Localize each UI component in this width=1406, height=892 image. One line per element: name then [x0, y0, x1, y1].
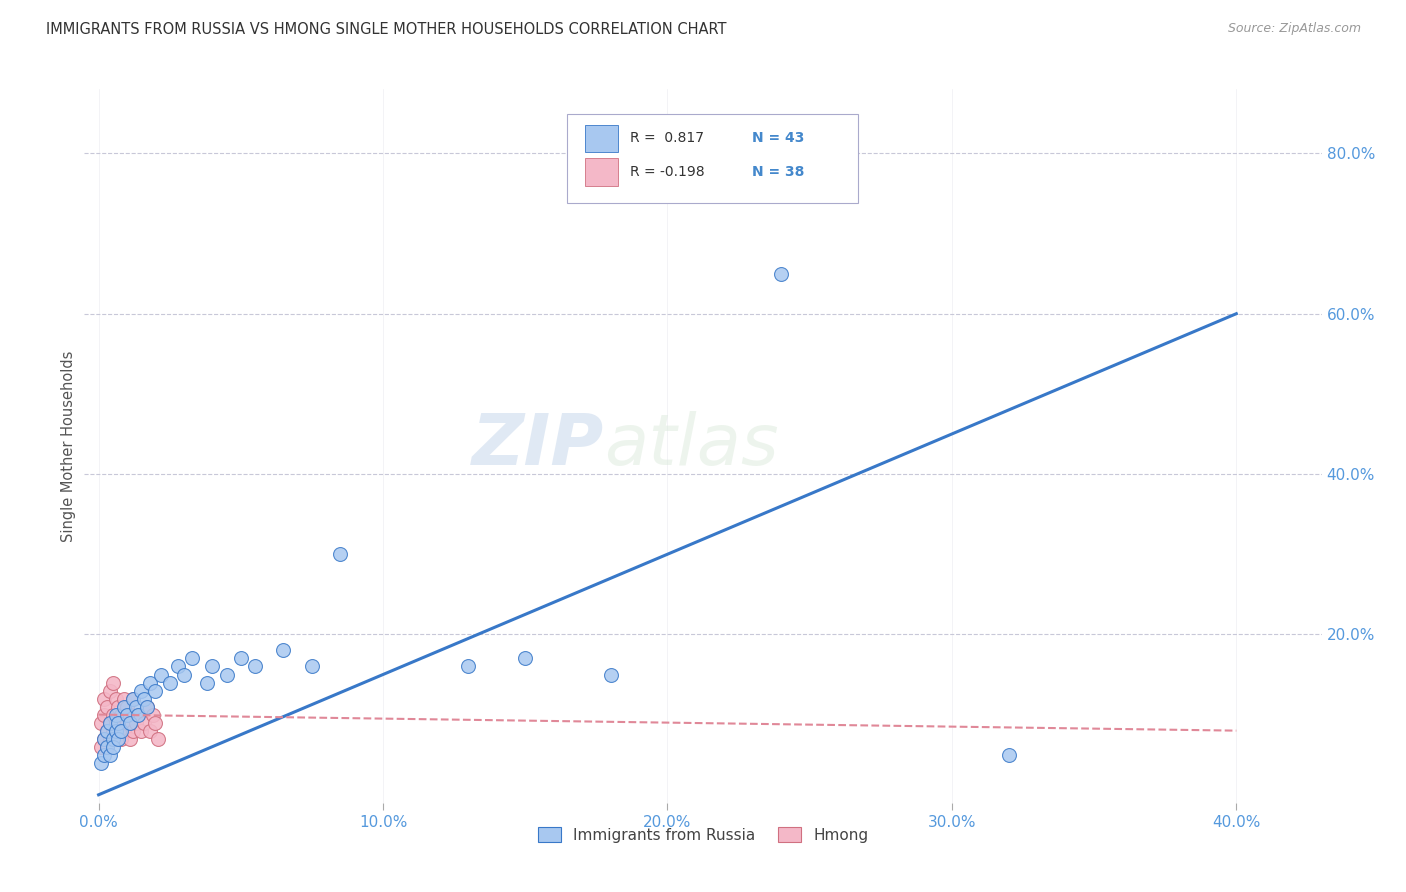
Point — [273, 643, 295, 657]
Point — [142, 707, 165, 722]
Point — [110, 707, 132, 722]
Point — [90, 756, 112, 770]
Point — [104, 707, 127, 722]
Point — [139, 675, 162, 690]
Point — [112, 699, 135, 714]
Point — [121, 723, 143, 738]
FancyBboxPatch shape — [567, 114, 858, 203]
Point — [96, 739, 118, 754]
Point — [181, 651, 204, 665]
Legend: Immigrants from Russia, Hmong: Immigrants from Russia, Hmong — [531, 821, 875, 848]
Text: IMMIGRANTS FROM RUSSIA VS HMONG SINGLE MOTHER HOUSEHOLDS CORRELATION CHART: IMMIGRANTS FROM RUSSIA VS HMONG SINGLE M… — [46, 22, 727, 37]
Text: atlas: atlas — [605, 411, 779, 481]
Point — [93, 691, 115, 706]
Point — [132, 691, 155, 706]
FancyBboxPatch shape — [585, 159, 617, 186]
Point — [101, 739, 124, 754]
Point — [132, 715, 155, 730]
Point — [110, 723, 132, 738]
Point — [195, 675, 218, 690]
Text: N = 43: N = 43 — [752, 131, 804, 145]
Point — [121, 691, 143, 706]
Point — [115, 715, 138, 730]
Point — [107, 715, 129, 730]
Point — [115, 699, 138, 714]
Point — [93, 707, 115, 722]
Point — [118, 715, 141, 730]
Point — [98, 715, 121, 730]
Point — [101, 723, 124, 738]
Y-axis label: Single Mother Households: Single Mother Households — [60, 351, 76, 541]
Point — [107, 723, 129, 738]
Point — [139, 723, 162, 738]
Point — [93, 747, 115, 762]
Point — [110, 731, 132, 746]
Point — [457, 659, 479, 673]
Point — [215, 667, 238, 681]
Point — [127, 707, 149, 722]
Point — [112, 691, 135, 706]
Point — [515, 651, 537, 665]
Point — [124, 715, 146, 730]
Point — [101, 675, 124, 690]
Point — [107, 731, 129, 746]
Point — [129, 683, 152, 698]
Point — [104, 723, 127, 738]
Point — [93, 731, 115, 746]
Point — [150, 667, 173, 681]
Point — [115, 707, 138, 722]
Point — [121, 691, 143, 706]
Point — [173, 667, 195, 681]
Point — [301, 659, 323, 673]
Text: R = -0.198: R = -0.198 — [630, 165, 704, 179]
Point — [96, 723, 118, 738]
Point — [98, 715, 121, 730]
Point — [229, 651, 252, 665]
Point — [104, 691, 127, 706]
Point — [107, 699, 129, 714]
Point — [243, 659, 266, 673]
Point — [770, 267, 793, 281]
Point — [145, 715, 167, 730]
Point — [201, 659, 224, 673]
Text: N = 38: N = 38 — [752, 165, 804, 179]
Point — [90, 739, 112, 754]
Point — [145, 683, 167, 698]
Point — [96, 699, 118, 714]
Point — [167, 659, 190, 673]
Point — [101, 707, 124, 722]
Point — [118, 731, 141, 746]
Point — [98, 731, 121, 746]
Point — [104, 715, 127, 730]
Text: R =  0.817: R = 0.817 — [630, 131, 704, 145]
Point — [101, 731, 124, 746]
Point — [118, 707, 141, 722]
Point — [98, 683, 121, 698]
Point — [112, 723, 135, 738]
Point — [997, 747, 1019, 762]
Point — [127, 707, 149, 722]
Point — [124, 699, 146, 714]
Text: ZIP: ZIP — [472, 411, 605, 481]
Point — [136, 699, 159, 714]
FancyBboxPatch shape — [585, 125, 617, 152]
Point — [90, 715, 112, 730]
Point — [159, 675, 181, 690]
Point — [129, 723, 152, 738]
Point — [96, 723, 118, 738]
Point — [329, 547, 352, 561]
Point — [93, 731, 115, 746]
Point — [599, 667, 621, 681]
Point — [148, 731, 170, 746]
Point — [136, 699, 159, 714]
Point — [104, 731, 127, 746]
Text: Source: ZipAtlas.com: Source: ZipAtlas.com — [1227, 22, 1361, 36]
Point — [98, 747, 121, 762]
Point — [96, 739, 118, 754]
